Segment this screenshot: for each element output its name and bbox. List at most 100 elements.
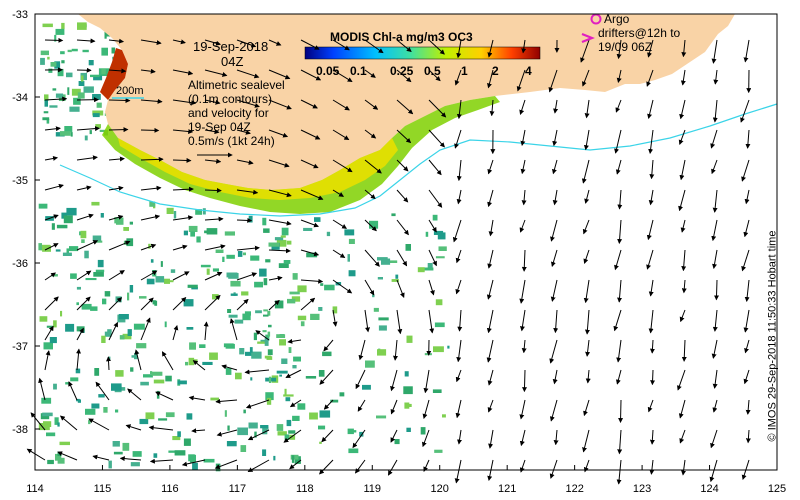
velocity-arrow bbox=[364, 279, 375, 296]
velocity-arrow bbox=[108, 240, 131, 251]
velocity-arrow bbox=[648, 309, 654, 334]
chlorophyll-patch bbox=[53, 383, 57, 390]
chlorophyll-patch bbox=[38, 243, 42, 251]
velocity-arrow bbox=[522, 369, 528, 393]
velocity-arrow bbox=[649, 429, 655, 445]
chlorophyll-patch bbox=[226, 254, 235, 259]
velocity-arrow bbox=[106, 356, 112, 371]
velocity-arrow bbox=[236, 99, 260, 108]
colorbar-tick-2: 0.1 bbox=[350, 64, 367, 78]
chlorophyll-patch bbox=[263, 228, 270, 233]
velocity-arrow bbox=[236, 189, 259, 195]
velocity-arrow bbox=[714, 279, 720, 301]
chlorophyll-patch bbox=[265, 334, 270, 341]
chlorophyll-patch bbox=[93, 75, 103, 81]
chlorophyll-patch bbox=[284, 388, 287, 396]
chlorophyll-patch bbox=[432, 389, 442, 393]
legend-line-1: Altimetric sealevel bbox=[188, 78, 285, 92]
chlorophyll-patch bbox=[177, 431, 181, 437]
chlorophyll-patch bbox=[254, 431, 257, 438]
velocity-arrow bbox=[423, 459, 430, 472]
velocity-arrow bbox=[26, 448, 46, 461]
velocity-arrow bbox=[647, 39, 654, 58]
velocity-arrow bbox=[646, 249, 654, 270]
colorbar-tick-3: 0.25 bbox=[390, 64, 414, 78]
velocity-arrow bbox=[615, 159, 622, 175]
velocity-arrow bbox=[428, 309, 435, 334]
chlorophyll-patch bbox=[156, 390, 160, 399]
chlorophyll-patch bbox=[314, 217, 321, 222]
velocity-arrow bbox=[221, 364, 238, 371]
chlorophyll-patch bbox=[268, 324, 272, 328]
velocity-arrow bbox=[140, 156, 164, 162]
velocity-arrow bbox=[616, 459, 622, 485]
chlorophyll-patch bbox=[81, 239, 85, 243]
velocity-arrow bbox=[583, 279, 590, 304]
chlorophyll-patch bbox=[119, 335, 125, 340]
chlorophyll-patch bbox=[227, 425, 230, 431]
chlorophyll-patch bbox=[262, 449, 267, 456]
chlorophyll-patch bbox=[237, 427, 248, 436]
velocity-arrow bbox=[390, 399, 398, 415]
velocity-arrow bbox=[134, 349, 142, 371]
velocity-arrow bbox=[191, 428, 206, 434]
chlorophyll-patch bbox=[42, 23, 53, 28]
chlorophyll-patch bbox=[90, 306, 98, 311]
chlorophyll-patch bbox=[347, 428, 354, 435]
velocity-arrow bbox=[355, 369, 366, 390]
chlorophyll-patch bbox=[417, 267, 425, 273]
velocity-arrow bbox=[452, 219, 462, 243]
velocity-arrow bbox=[204, 187, 222, 193]
chlorophyll-patch bbox=[263, 309, 268, 312]
legend-line-3: and velocity for bbox=[188, 106, 269, 120]
velocity-arrow bbox=[486, 309, 494, 334]
velocity-arrow bbox=[140, 185, 162, 191]
velocity-arrow bbox=[487, 249, 494, 269]
chlorophyll-patch bbox=[140, 381, 149, 386]
chlorophyll-patch bbox=[322, 351, 332, 357]
velocity-arrow bbox=[364, 99, 379, 110]
chlorophyll-patch bbox=[50, 62, 57, 67]
velocity-arrow bbox=[300, 189, 324, 200]
chlorophyll-patch bbox=[118, 314, 129, 320]
velocity-arrow bbox=[428, 249, 437, 267]
chlorophyll-patch bbox=[203, 458, 215, 463]
velocity-arrow bbox=[44, 243, 59, 251]
chlorophyll-patch bbox=[277, 431, 287, 436]
velocity-arrow bbox=[236, 245, 260, 251]
chlorophyll-patch bbox=[153, 453, 158, 458]
velocity-arrow bbox=[711, 159, 718, 175]
velocity-arrow bbox=[520, 159, 526, 175]
velocity-arrow bbox=[679, 159, 686, 181]
velocity-arrow bbox=[428, 219, 437, 233]
chlorophyll-patch bbox=[127, 292, 130, 301]
chlorophyll-patch bbox=[155, 276, 165, 283]
chlorophyll-patch bbox=[186, 327, 194, 330]
velocity-arrow bbox=[332, 219, 348, 229]
velocity-arrow bbox=[456, 39, 462, 59]
velocity-arrow bbox=[681, 39, 687, 58]
velocity-arrow bbox=[743, 369, 750, 385]
chlorophyll-patch bbox=[209, 352, 218, 360]
velocity-arrow bbox=[396, 309, 403, 335]
chlorophyll-patch bbox=[148, 243, 151, 249]
chlorophyll-patch bbox=[43, 342, 53, 350]
chlorophyll-patch bbox=[344, 229, 355, 236]
chlorophyll-patch bbox=[44, 94, 49, 101]
chlorophyll-patch bbox=[235, 372, 242, 380]
chlorophyll-patch bbox=[59, 131, 71, 136]
chlorophyll-patch bbox=[95, 240, 103, 243]
velocity-arrow bbox=[487, 189, 494, 208]
velocity-arrow bbox=[489, 99, 495, 117]
chlorophyll-patch bbox=[91, 201, 100, 206]
velocity-arrow bbox=[38, 377, 46, 401]
velocity-arrow bbox=[236, 39, 257, 48]
velocity-arrow bbox=[364, 69, 376, 78]
chlorophyll-patch bbox=[164, 321, 167, 328]
legend-line-4: 19-Sep 04Z bbox=[188, 120, 251, 134]
chlorophyll-patch bbox=[433, 346, 444, 353]
chlorophyll-patch bbox=[202, 361, 213, 365]
chlorophyll-patch bbox=[284, 434, 290, 440]
velocity-arrow bbox=[487, 39, 494, 58]
chlorophyll-patch bbox=[318, 307, 323, 311]
